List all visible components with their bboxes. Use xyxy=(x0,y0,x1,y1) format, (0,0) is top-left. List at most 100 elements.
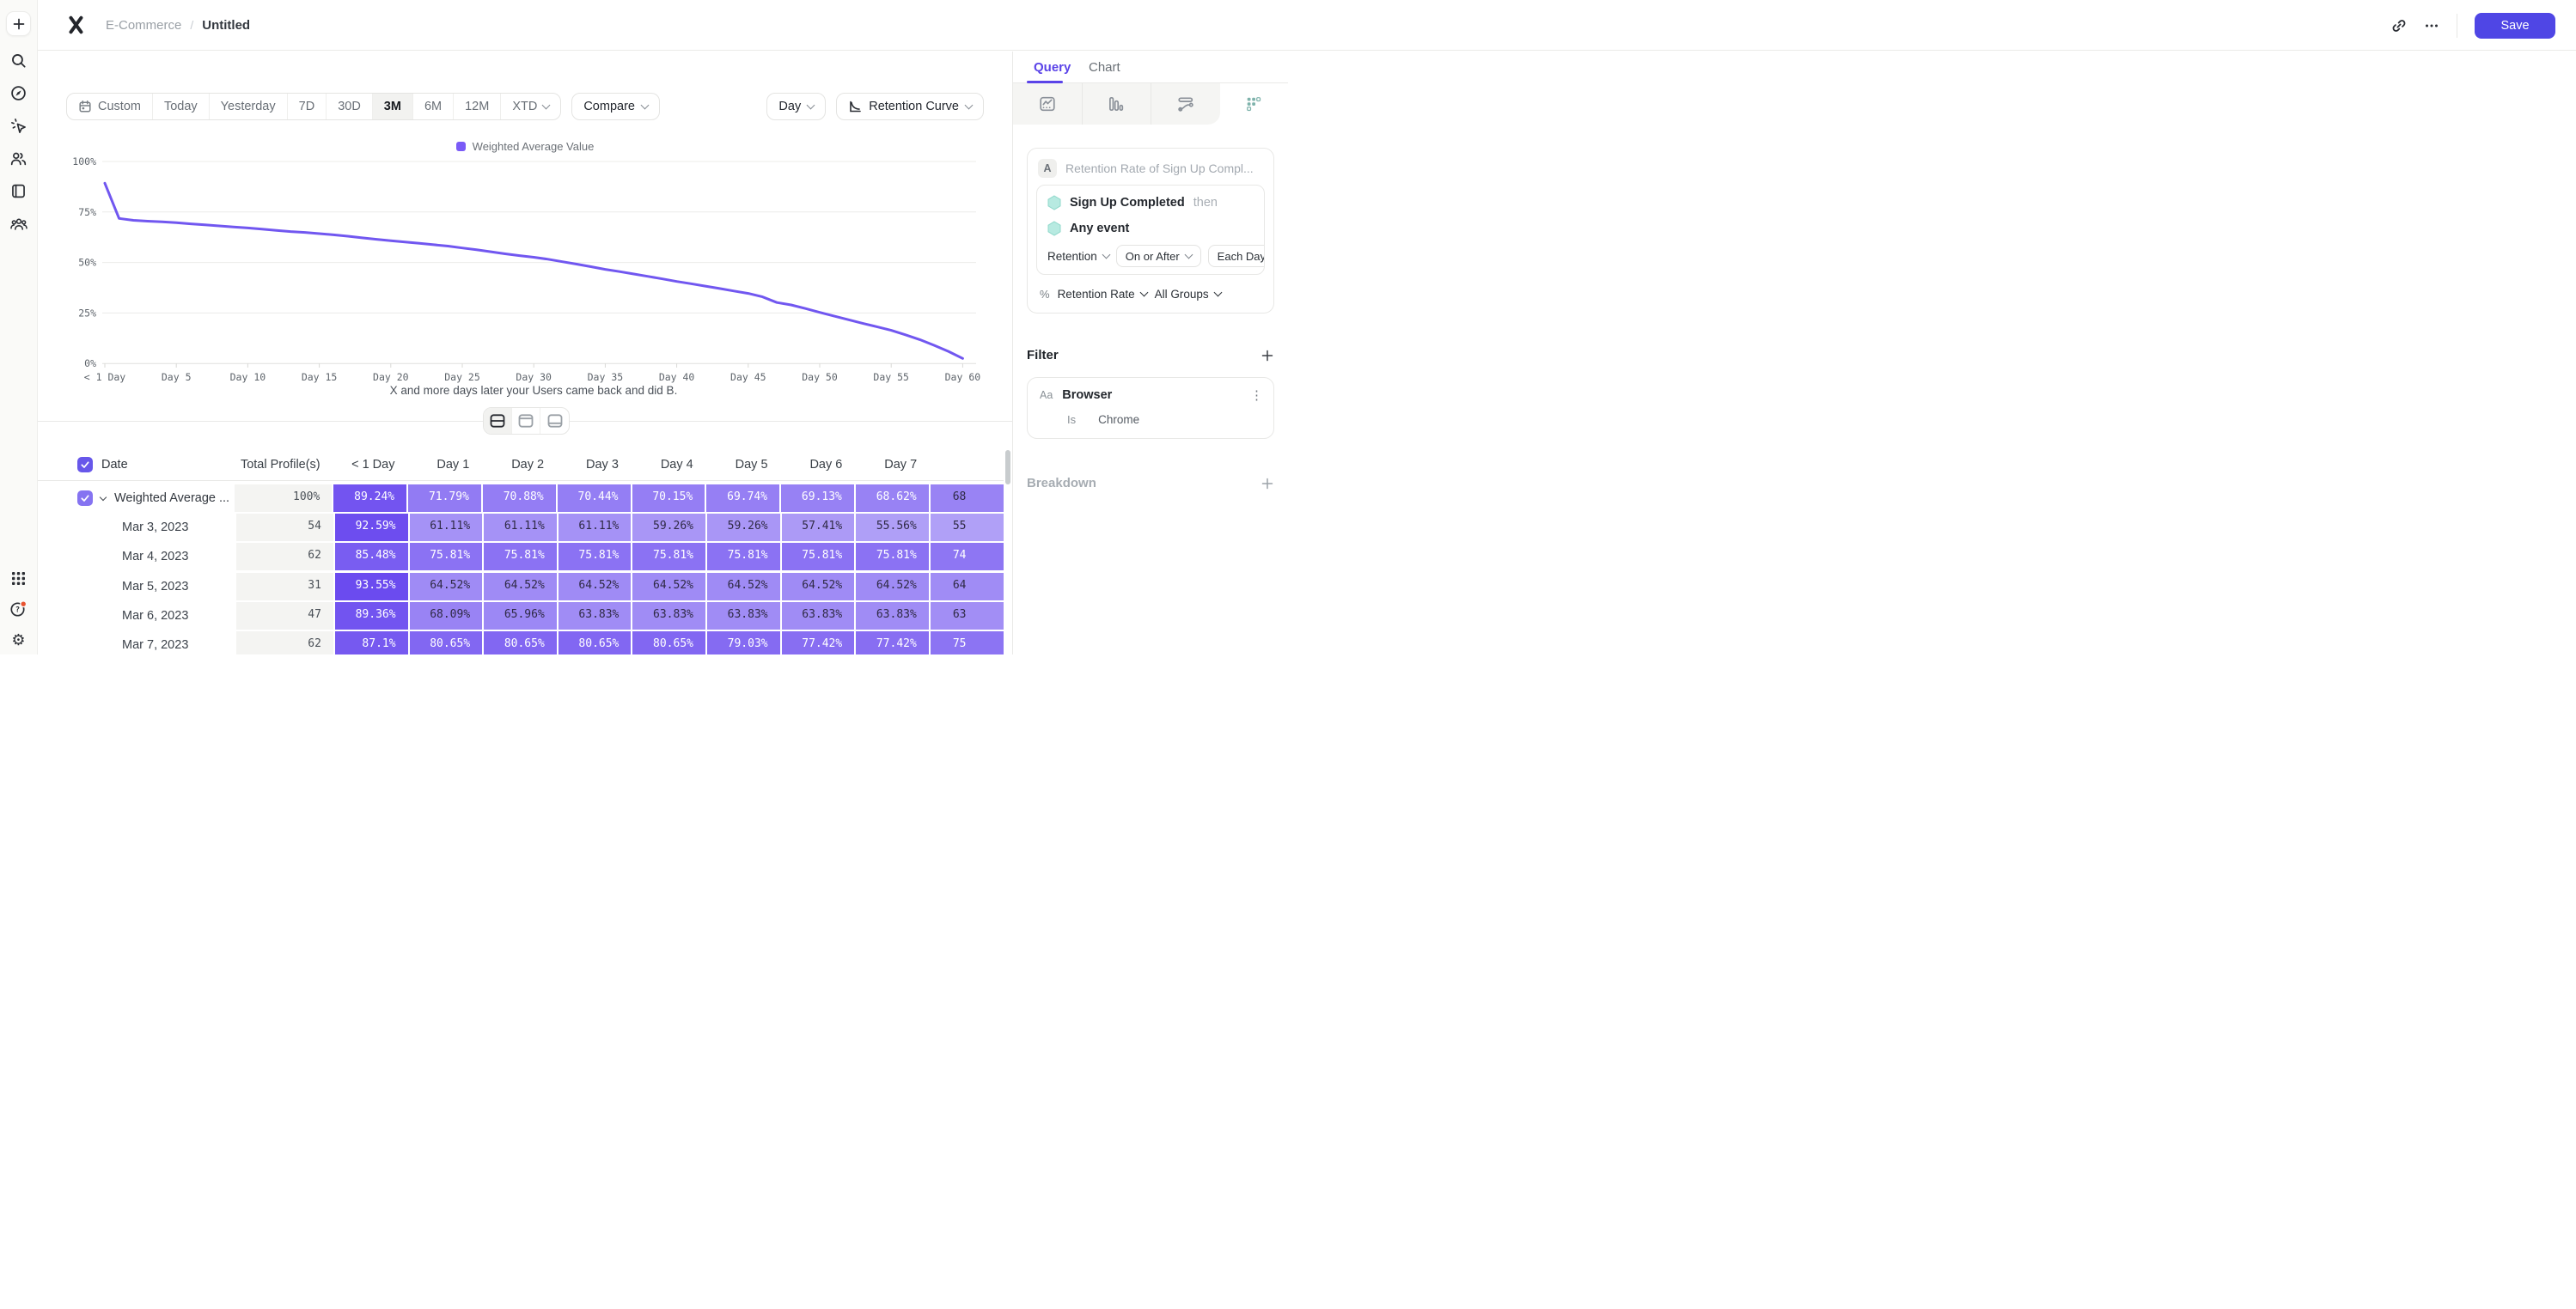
retention-cell[interactable]: 63.83% xyxy=(705,601,780,630)
retention-cell[interactable]: 75.81% xyxy=(779,543,855,571)
retention-cell[interactable]: 69.13% xyxy=(779,484,854,512)
retention-cell[interactable]: 69.74% xyxy=(705,484,780,512)
retention-cell[interactable]: 80.65% xyxy=(482,630,557,654)
table-scrollbar[interactable] xyxy=(1005,450,1010,484)
users-icon[interactable] xyxy=(10,150,27,167)
range-xtd[interactable]: XTD xyxy=(501,94,560,119)
range-6m[interactable]: 6M xyxy=(413,94,455,119)
metric-dropdown[interactable]: Retention Rate xyxy=(1058,288,1149,301)
retention-cell[interactable]: 59.26% xyxy=(631,514,705,542)
filter-operator[interactable]: Is xyxy=(1067,413,1077,426)
breadcrumb-report-title[interactable]: Untitled xyxy=(202,17,251,33)
retention-cell[interactable]: 77.42% xyxy=(854,630,929,654)
event-step-b[interactable]: Any event xyxy=(1047,218,1264,239)
retention-cell[interactable]: 63.83% xyxy=(556,601,632,630)
retention-cell[interactable]: 89.36% xyxy=(333,601,408,630)
retention-cell[interactable]: 85.48% xyxy=(333,543,408,571)
retention-cell[interactable]: 64.52% xyxy=(631,572,705,600)
retention-cell[interactable]: 89.24% xyxy=(332,484,407,512)
retention-cell[interactable]: 80.65% xyxy=(407,630,483,654)
layout-table-top-button[interactable] xyxy=(512,408,540,434)
notebook-icon[interactable] xyxy=(10,183,27,199)
retention-cell[interactable]: 70.44% xyxy=(555,484,631,512)
search-icon[interactable] xyxy=(10,52,27,69)
analysis-insights-tab[interactable] xyxy=(1013,83,1083,125)
share-link-icon[interactable] xyxy=(2391,18,2407,33)
retention-cell[interactable]: 80.65% xyxy=(631,630,705,654)
help-icon[interactable]: ? xyxy=(9,600,27,618)
retention-cell[interactable]: 64.52% xyxy=(556,572,632,600)
range-custom[interactable]: Custom xyxy=(67,94,153,119)
range-3m[interactable]: 3M xyxy=(372,94,413,119)
add-filter-button[interactable] xyxy=(1261,349,1274,362)
app-logo-icon[interactable] xyxy=(66,15,85,34)
range-today[interactable]: Today xyxy=(153,94,210,119)
retention-cell[interactable]: 65.96% xyxy=(482,601,557,630)
retention-cell[interactable]: 64 xyxy=(928,572,1004,600)
save-button[interactable]: Save xyxy=(2475,12,2555,39)
retention-cell[interactable]: 75.81% xyxy=(631,543,705,571)
retention-cell[interactable]: 93.55% xyxy=(333,572,408,600)
retention-cell[interactable]: 68.09% xyxy=(407,601,483,630)
compass-icon[interactable] xyxy=(10,85,27,101)
analysis-funnel-tab[interactable] xyxy=(1082,83,1151,125)
chart-type-dropdown[interactable]: Retention Curve xyxy=(836,93,984,120)
cursor-spark-icon[interactable] xyxy=(10,118,27,134)
retention-cell[interactable]: 68.62% xyxy=(853,484,929,512)
retention-cell[interactable]: 87.1% xyxy=(333,630,408,654)
retention-cell[interactable]: 61.11% xyxy=(407,514,483,542)
retention-cell[interactable]: 71.79% xyxy=(406,484,481,512)
retention-cell[interactable]: 75.81% xyxy=(482,543,557,571)
retention-cell[interactable]: 75.81% xyxy=(556,543,632,571)
team-icon[interactable] xyxy=(9,216,27,232)
retention-cell[interactable]: 75.81% xyxy=(854,543,929,571)
retention-cell[interactable]: 74 xyxy=(928,543,1004,571)
range-7d[interactable]: 7D xyxy=(288,94,327,119)
retention-cell[interactable]: 63.83% xyxy=(631,601,705,630)
retention-cell[interactable]: 64.52% xyxy=(705,572,780,600)
retention-cell[interactable]: 79.03% xyxy=(705,630,780,654)
layout-table-bottom-button[interactable] xyxy=(540,408,569,434)
breadcrumb-workspace[interactable]: E-Commerce xyxy=(106,17,182,33)
retention-cell[interactable]: 75 xyxy=(928,630,1004,654)
retention-cell[interactable]: 80.65% xyxy=(556,630,632,654)
retention-cell[interactable]: 64.52% xyxy=(854,572,929,600)
retention-cell[interactable]: 63 xyxy=(928,601,1004,630)
retention-cell[interactable]: 75.81% xyxy=(705,543,780,571)
retention-cell[interactable]: 70.88% xyxy=(480,484,556,512)
retention-cell[interactable]: 55.56% xyxy=(854,514,929,542)
range-yesterday[interactable]: Yesterday xyxy=(210,94,288,119)
filter-menu-icon[interactable]: ⋮ xyxy=(1250,387,1263,403)
granularity-dropdown[interactable]: Day xyxy=(766,93,827,120)
retention-cell[interactable]: 57.41% xyxy=(779,514,855,542)
retention-cell[interactable]: 68 xyxy=(928,484,1004,512)
condition-dropdown[interactable]: On or After xyxy=(1115,245,1201,267)
tab-query[interactable]: Query xyxy=(1034,59,1071,75)
retention-cell[interactable]: 75.81% xyxy=(407,543,483,571)
retention-mode-dropdown[interactable]: Retention xyxy=(1047,250,1111,263)
range-30d[interactable]: 30D xyxy=(327,94,373,119)
retention-cell[interactable]: 64.52% xyxy=(407,572,483,600)
filter-card[interactable]: Aa Browser ⋮ Is Chrome xyxy=(1027,377,1274,439)
query-block-title[interactable]: Retention Rate of Sign Up Compl... xyxy=(1065,161,1254,175)
analysis-flow-tab[interactable] xyxy=(1151,83,1220,125)
add-breakdown-button[interactable] xyxy=(1261,477,1274,490)
retention-cell[interactable]: 77.42% xyxy=(779,630,855,654)
bucket-dropdown[interactable]: Each Day xyxy=(1207,245,1264,267)
row-checkbox[interactable] xyxy=(77,490,93,506)
retention-cell[interactable]: 63.83% xyxy=(779,601,855,630)
layout-split-view-button[interactable] xyxy=(484,408,512,434)
retention-cell[interactable]: 55 xyxy=(928,514,1004,542)
select-all-checkbox[interactable] xyxy=(77,457,93,472)
filter-value[interactable]: Chrome xyxy=(1098,413,1140,426)
range-12m[interactable]: 12M xyxy=(454,94,502,119)
tab-chart[interactable]: Chart xyxy=(1089,59,1120,75)
retention-cell[interactable]: 61.11% xyxy=(556,514,632,542)
retention-cell[interactable]: 63.83% xyxy=(854,601,929,630)
retention-cell[interactable]: 61.11% xyxy=(482,514,557,542)
retention-cell[interactable]: 70.15% xyxy=(630,484,705,512)
event-step-a[interactable]: Sign Up Completed then xyxy=(1047,192,1264,213)
retention-cell[interactable]: 64.52% xyxy=(482,572,557,600)
analysis-retention-tab[interactable] xyxy=(1219,83,1288,125)
settings-gear-icon[interactable]: ⚙ xyxy=(11,631,26,648)
